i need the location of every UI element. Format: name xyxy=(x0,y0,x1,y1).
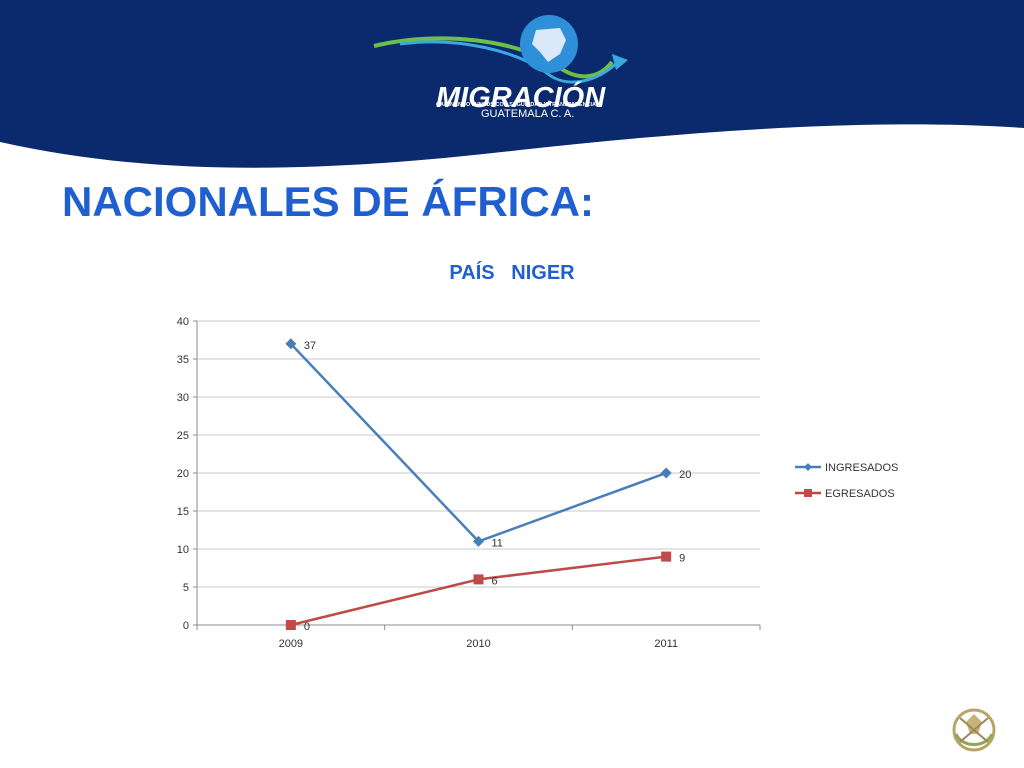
legend-label: EGRESADOS xyxy=(825,488,895,500)
data-label: 0 xyxy=(304,621,310,633)
data-point xyxy=(660,467,672,479)
chart-legend: INGRESADOS EGRESADOS xyxy=(795,462,898,500)
coat-of-arms-icon xyxy=(952,708,996,752)
y-tick-label: 5 xyxy=(183,582,189,594)
data-label: 9 xyxy=(679,553,685,565)
chart-series xyxy=(285,338,672,630)
header-banner xyxy=(0,0,1024,168)
legend-marker xyxy=(804,463,812,471)
data-point xyxy=(661,551,672,562)
data-point xyxy=(285,620,296,630)
logo-country: GUATEMALA C. A. xyxy=(481,108,575,120)
series-line xyxy=(289,342,667,543)
y-tick-label: 0 xyxy=(183,620,189,632)
y-tick-label: 30 xyxy=(177,392,189,404)
data-label: 20 xyxy=(679,469,691,481)
y-tick-label: 25 xyxy=(177,430,189,442)
logo-name: MIGRACIÓN xyxy=(436,82,606,114)
data-label: 11 xyxy=(492,537,503,549)
data-point xyxy=(473,574,484,585)
y-tick-label: 40 xyxy=(177,316,189,328)
data-point xyxy=(285,338,297,350)
legend-label: INGRESADOS xyxy=(825,462,898,474)
globe-icon xyxy=(520,15,578,73)
y-tick-label: 15 xyxy=(177,506,189,518)
x-tick-label: 2009 xyxy=(279,638,303,650)
logo-tagline: CAMINANDO JUNTOS CON SEGURIDAD Y TRANSPA… xyxy=(436,102,597,108)
legend-marker xyxy=(804,489,812,497)
y-tick-label: 10 xyxy=(177,544,189,556)
x-tick-label: 2011 xyxy=(654,638,678,650)
y-tick-label: 20 xyxy=(177,468,189,480)
chart-gridlines xyxy=(197,320,760,626)
chart-title: PAÍS NIGER xyxy=(449,262,575,284)
data-label: 6 xyxy=(492,575,498,587)
chart-data-labels: 37 11 20 0 6 9 xyxy=(304,340,692,633)
y-tick-label: 35 xyxy=(177,354,189,366)
x-tick-label: 2010 xyxy=(466,638,490,650)
data-label: 37 xyxy=(304,340,316,352)
series-line xyxy=(290,555,667,627)
slide-title: NACIONALES DE ÁFRICA: xyxy=(62,178,594,225)
data-point xyxy=(473,535,484,547)
